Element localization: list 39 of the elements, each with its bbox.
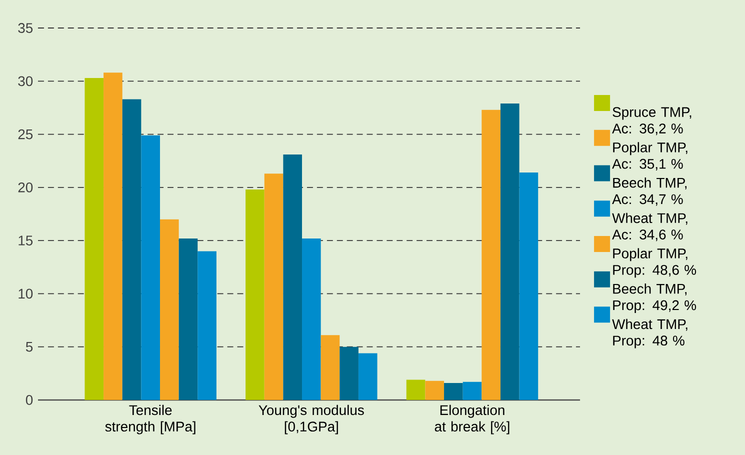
bar <box>302 238 321 400</box>
y-tick-label: 20 <box>18 182 33 192</box>
legend-label: Poplar TMP, Ac: 35,1 % <box>612 142 688 170</box>
bar <box>482 110 500 400</box>
bar <box>84 78 104 400</box>
y-tick-label: 0 <box>26 395 33 405</box>
bar <box>340 346 358 400</box>
bar <box>141 135 160 400</box>
legend-label: Beech TMP, Prop: 49,2 % <box>613 284 696 313</box>
bar <box>160 219 179 400</box>
y-tick-label: 10 <box>18 288 33 299</box>
y-tick-label: 30 <box>18 76 33 86</box>
legend-label: Beech TMP, Ac: 34,7 % <box>612 177 687 206</box>
bar <box>320 335 340 400</box>
y-tick-label: 15 <box>18 236 33 246</box>
legend-label: Poplar TMP, Prop: 48,6 % <box>613 248 696 278</box>
y-tick-label: 25 <box>18 129 33 140</box>
bar <box>122 99 142 400</box>
legend-label: Wheat TMP, Ac: 34,6 % <box>612 212 688 242</box>
bar <box>264 174 284 400</box>
bar <box>358 353 378 400</box>
bar <box>246 190 264 400</box>
bar <box>462 382 482 400</box>
bar <box>198 251 216 400</box>
bar <box>104 72 122 400</box>
y-tick-label: 5 <box>26 342 33 352</box>
legend-label: Wheat TMP, Prop: 48 % <box>612 318 688 348</box>
x-tick-label: Tensile strength [MPa] <box>105 404 196 434</box>
x-tick-label: Elongation at break [%] <box>434 404 510 434</box>
bar <box>178 238 198 400</box>
bar <box>425 380 444 400</box>
y-tick-label: 35 <box>18 23 33 33</box>
bar <box>283 154 302 400</box>
bar <box>500 103 520 400</box>
bar <box>444 382 463 400</box>
legend-label: Spruce TMP, Ac: 36,2 % <box>612 107 692 136</box>
bar <box>519 172 538 400</box>
x-tick-label: Young's modulus [0,1GPa] <box>258 404 364 434</box>
bar <box>406 380 426 400</box>
